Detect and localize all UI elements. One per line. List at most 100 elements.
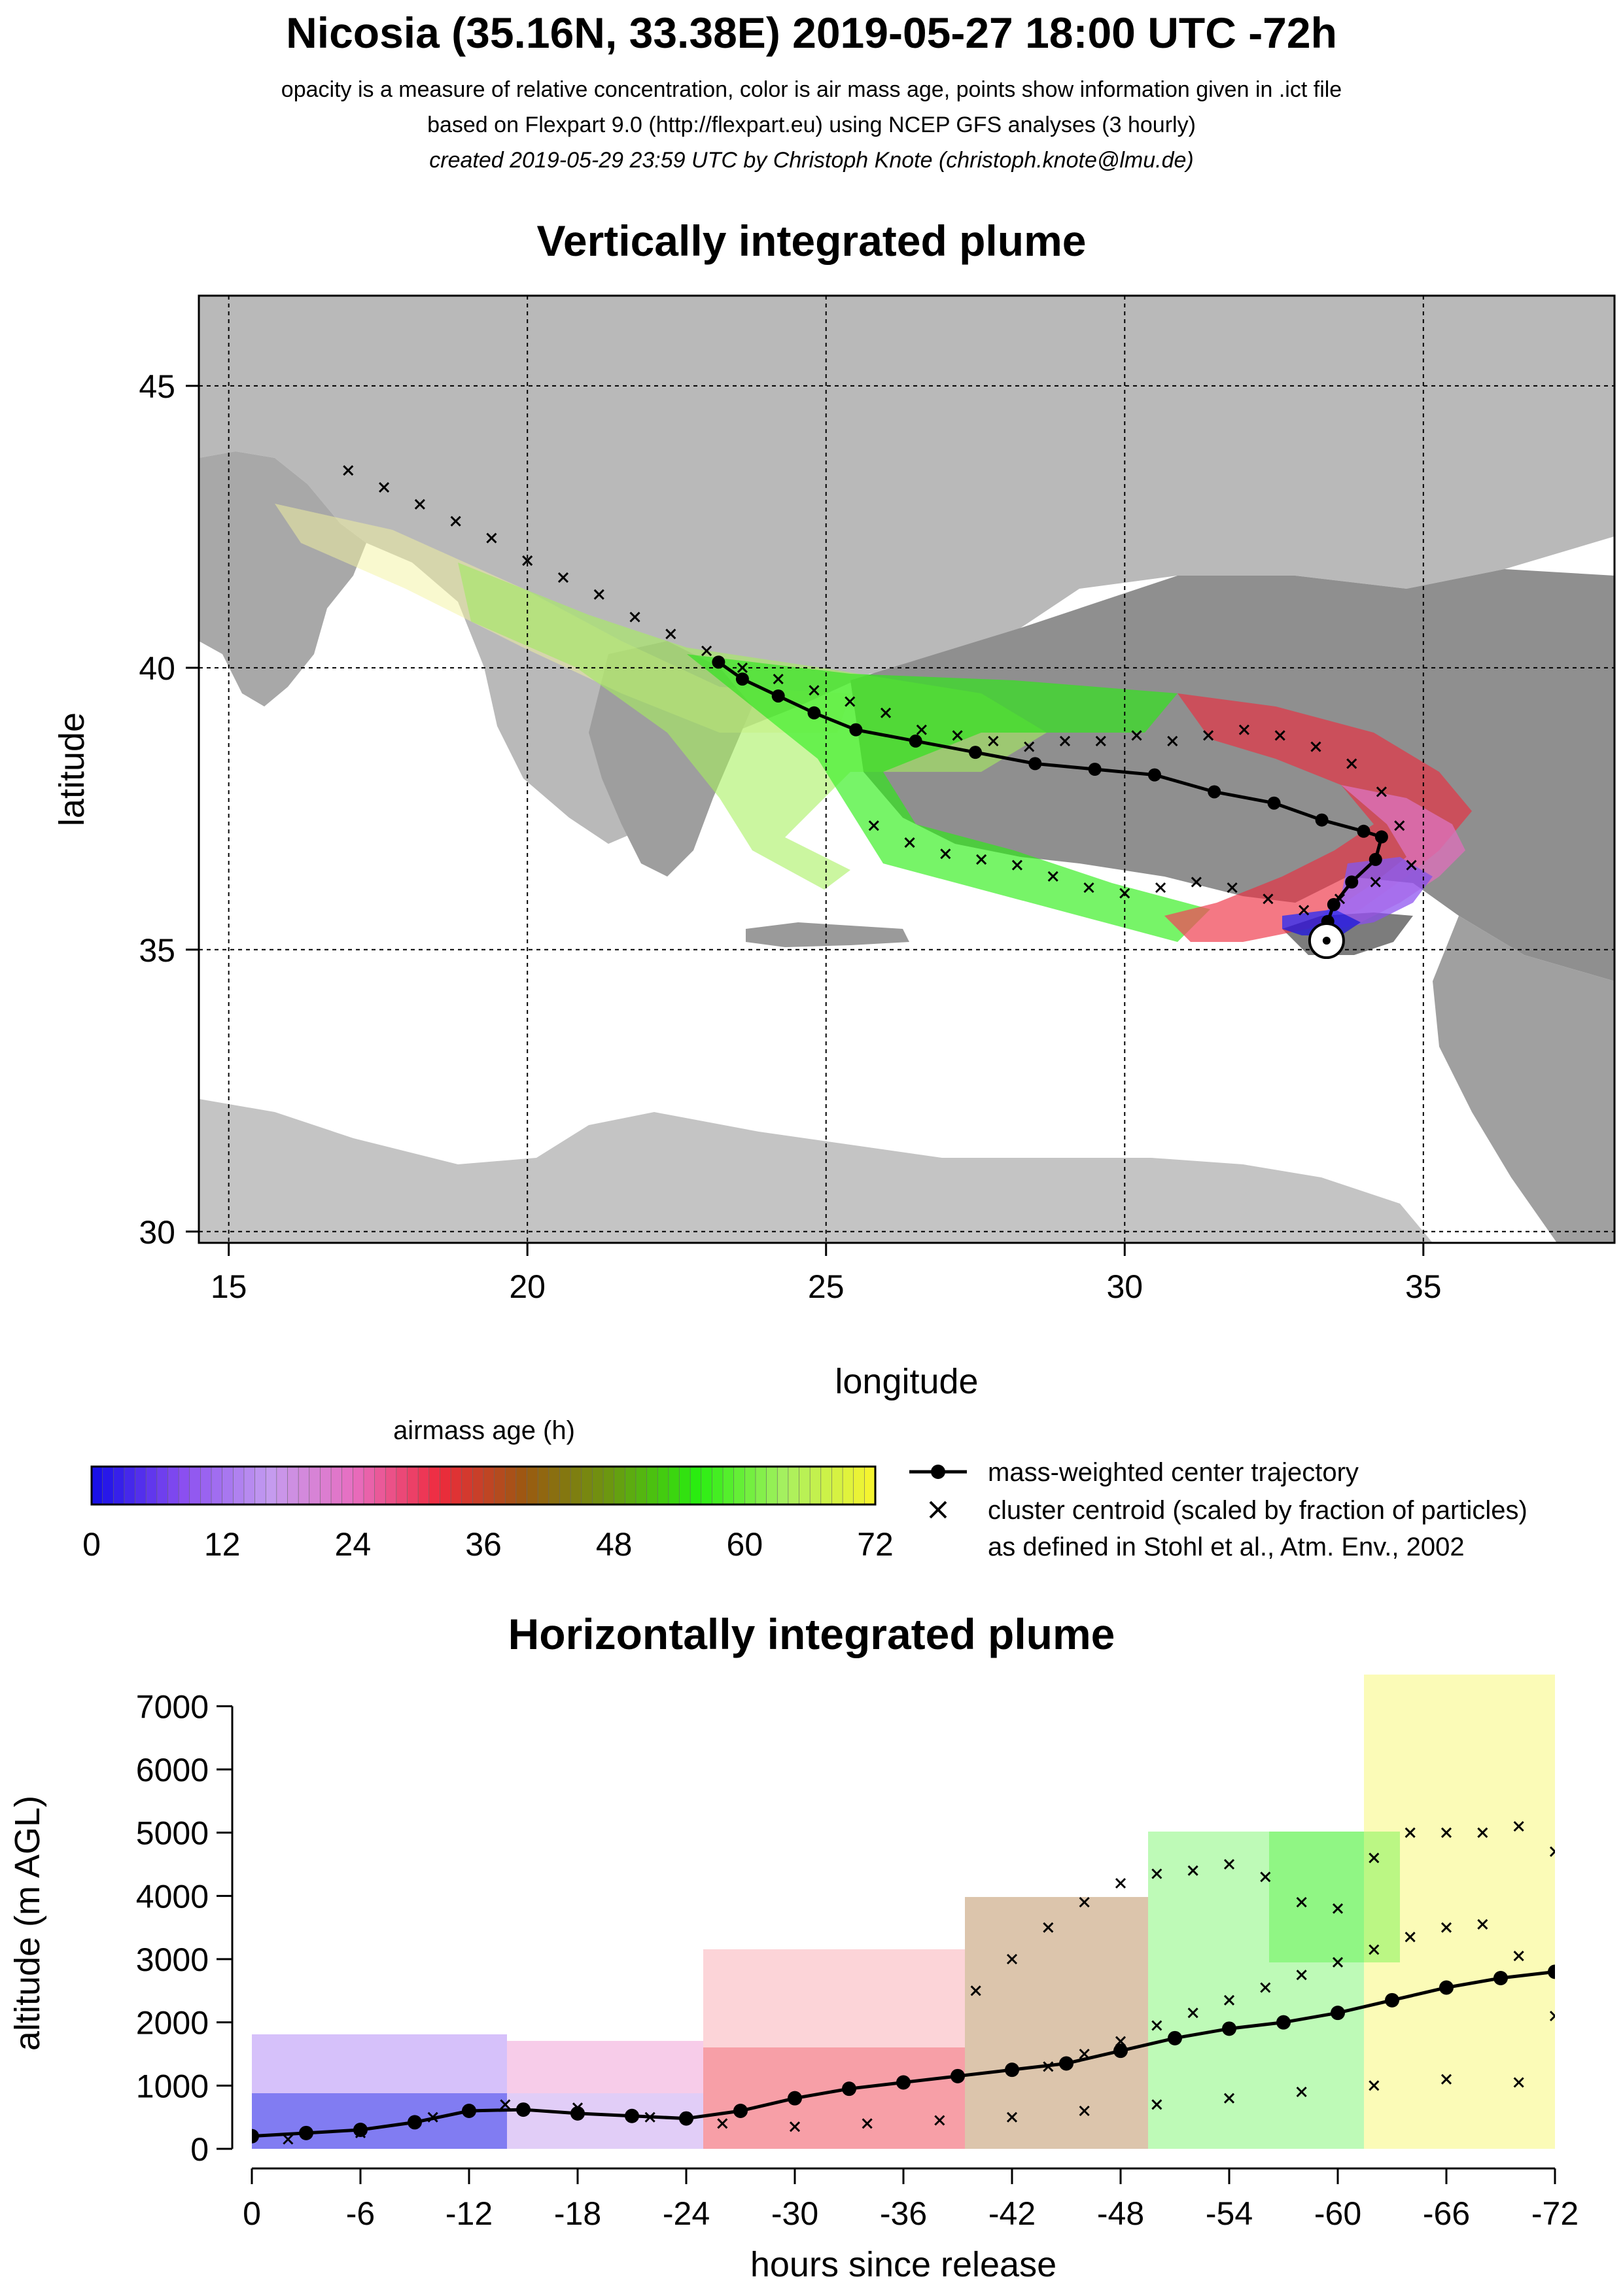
map-y-axis-label: latitude — [52, 712, 92, 826]
profile-cluster-centroid — [1477, 1919, 1488, 1930]
map-cluster-centroid — [414, 498, 425, 510]
colorbar-cell — [625, 1466, 637, 1505]
colorbar-cell — [614, 1466, 626, 1505]
colorbar-cell — [211, 1466, 223, 1505]
profile-cluster-centroid — [1405, 1827, 1416, 1838]
profile-cluster-centroid — [1405, 1932, 1416, 1943]
colorbar-cell — [668, 1466, 680, 1505]
colorbar-cell — [178, 1466, 190, 1505]
profile-band-12-24h-upper — [507, 2041, 703, 2093]
profile-band-12-24h — [507, 2093, 703, 2149]
colorbar-cell — [222, 1466, 234, 1505]
profile-y-tick-label: 1000 — [136, 2068, 209, 2104]
map-cluster-centroid — [1263, 894, 1274, 905]
profile-cluster-centroid — [1043, 2061, 1054, 2072]
colorbar-cell — [799, 1466, 811, 1505]
map-cluster-centroid — [1274, 730, 1285, 741]
colorbar-cells — [91, 1466, 876, 1505]
map-cluster-centroid — [1346, 758, 1357, 769]
map-cluster-centroid — [343, 465, 354, 476]
colorbar-cell — [679, 1466, 691, 1505]
map-cluster-centroid — [868, 820, 879, 831]
profile-center-trajectory-point — [516, 2102, 531, 2117]
profile-trajectory-layer — [252, 1820, 1555, 2145]
profile-band-0-12h — [252, 2093, 507, 2149]
colorbar-cell — [722, 1466, 735, 1505]
colorbar-cell — [766, 1466, 778, 1505]
colorbar-cell — [635, 1466, 648, 1505]
profile-center-trajectory-point — [1222, 2021, 1236, 2036]
profile-cluster-centroid — [1513, 1951, 1524, 1962]
map-release-point-center — [1322, 937, 1331, 945]
map-x-tick-label: 35 — [1405, 1268, 1442, 1305]
profile-y-tick-label: 4000 — [136, 1878, 209, 1915]
profile-x-tick-label: -6 — [346, 2195, 375, 2232]
map-cluster-centroid — [1203, 730, 1214, 741]
profile-cluster-centroid — [500, 2099, 511, 2110]
colorbar-cell — [515, 1466, 528, 1505]
map-trajectory-layer — [343, 465, 1417, 960]
plume-age-60h — [458, 563, 1047, 890]
profile-center-trajectory-point — [299, 2125, 313, 2140]
profile-band-24-36h — [703, 2047, 965, 2149]
colorbar-cell — [559, 1466, 571, 1505]
profile-y-tick-label: 5000 — [136, 1815, 209, 1852]
map-y-tick-label: 35 — [139, 932, 175, 969]
colorbar-cell — [156, 1466, 169, 1505]
map-center-trajectory-point — [1374, 830, 1388, 844]
profile-cluster-centroid — [1223, 2093, 1235, 2104]
colorbar-cell — [341, 1466, 354, 1505]
map-cluster-centroid — [988, 735, 999, 746]
profile-x-tick-label: -18 — [554, 2195, 601, 2232]
profile-cluster-centroid — [1151, 2099, 1162, 2110]
subtitle-line-1: opacity is a measure of relative concent… — [281, 77, 1342, 102]
profile-center-trajectory-point — [842, 2081, 856, 2096]
map-cluster-centroid — [940, 848, 951, 860]
profile-cluster-centroid — [1549, 1846, 1555, 1857]
map-center-trajectory-point — [1028, 757, 1042, 771]
map-cluster-centroid — [1376, 786, 1387, 797]
profile-x-axis-label: hours since release — [750, 2245, 1056, 2284]
profile-cluster-centroid — [355, 2127, 366, 2138]
map-cluster-centroid — [593, 589, 604, 600]
map-cluster-centroid — [1310, 741, 1321, 752]
map-cluster-centroid — [1155, 882, 1166, 894]
colorbar-cell — [646, 1466, 659, 1505]
map-cluster-centroid — [809, 685, 820, 696]
colorbar-cell — [374, 1466, 387, 1505]
land-levant — [1433, 916, 1614, 1243]
profile-x-tick-label: -12 — [445, 2195, 493, 2232]
profile-x-tick-label: -66 — [1423, 2195, 1470, 2232]
map-cluster-centroid — [1238, 724, 1249, 735]
legend-cross-label: cluster centroid (scaled by fraction of … — [988, 1496, 1527, 1525]
map-cluster-centroid — [1024, 741, 1035, 752]
profile-cluster-centroid — [934, 2115, 945, 2126]
subtitle-line-2: based on Flexpart 9.0 (http://flexpart.e… — [427, 113, 1196, 137]
profile-band-60-72h — [1364, 1675, 1555, 2149]
profile-axes: 0 -6 -12 -18 -24 -30 -36 -42 -48 -54 -60 -66 -72 0 100… — [136, 1688, 1579, 2232]
map-cluster-centroid — [1083, 882, 1094, 894]
legend-line-label: mass-weighted center trajectory — [988, 1458, 1359, 1487]
colorbar-tick-label: 48 — [596, 1526, 633, 1563]
map-cluster-centroid — [1047, 871, 1058, 882]
profile-cluster-centroid — [1332, 1903, 1344, 1914]
map-cluster-centroid — [557, 572, 569, 583]
colorbar-cell — [91, 1466, 103, 1505]
profile-center-trajectory-point — [353, 2123, 368, 2137]
profile-cluster-centroid — [1079, 1896, 1090, 1908]
colorbar-cell — [353, 1466, 364, 1505]
colorbar-cell — [254, 1466, 267, 1505]
colorbar-cell — [440, 1466, 451, 1505]
colorbar: airmass age (h) 0 12 24 36 48 60 72 — [82, 1416, 894, 1563]
colorbar-cell — [712, 1466, 724, 1505]
profile-center-trajectory-point — [1168, 2030, 1182, 2045]
colorbar-cell — [450, 1466, 462, 1505]
colorbar-cell — [407, 1466, 419, 1505]
colorbar-cell — [167, 1466, 179, 1505]
colorbar-cell — [483, 1466, 495, 1505]
map-cluster-centroid — [1394, 820, 1405, 831]
profile-cluster-centroid — [572, 2102, 584, 2113]
map-cluster-centroid — [378, 481, 390, 493]
profile-cluster-centroid — [1260, 1982, 1271, 1993]
profile-y-tick-label: 0 — [190, 2131, 209, 2168]
